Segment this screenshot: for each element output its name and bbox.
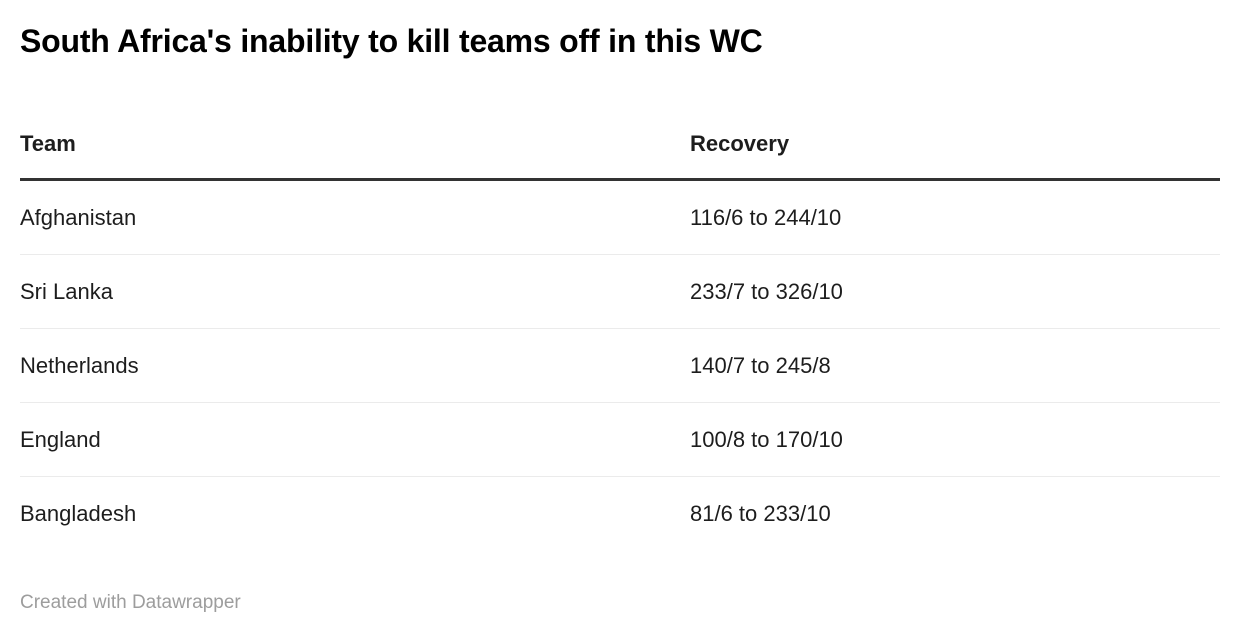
table-row: Sri Lanka 233/7 to 326/10: [20, 255, 1220, 329]
datawrapper-credit-link[interactable]: Created with Datawrapper: [20, 592, 241, 613]
team-cell: Afghanistan: [20, 204, 137, 230]
team-cell: Sri Lanka: [20, 278, 113, 304]
table-row: Afghanistan 116/6 to 244/10: [20, 181, 1220, 255]
team-cell: Netherlands: [20, 352, 139, 378]
team-cell: Bangladesh: [20, 501, 137, 526]
team-cell: England: [20, 426, 101, 452]
recovery-cell: 81/6 to 233/10: [690, 501, 831, 526]
table-row: England 100/8 to 170/10: [20, 403, 1220, 477]
column-header-recovery: Recovery: [690, 131, 790, 156]
chart-title: South Africa's inability to kill teams o…: [20, 23, 763, 59]
recovery-cell: 233/7 to 326/10: [690, 278, 843, 304]
column-header-team: Team: [20, 131, 76, 156]
recovery-table: Team Recovery Afghanistan 116/6 to 244/1…: [20, 130, 1220, 551]
recovery-cell: 100/8 to 170/10: [690, 426, 843, 452]
table-header-row: Team Recovery: [20, 130, 1220, 181]
recovery-cell: 116/6 to 244/10: [690, 204, 842, 230]
recovery-cell: 140/7 to 245/8: [690, 352, 831, 378]
table-row: Bangladesh 81/6 to 233/10: [20, 477, 1220, 551]
table-row: Netherlands 140/7 to 245/8: [20, 329, 1220, 403]
